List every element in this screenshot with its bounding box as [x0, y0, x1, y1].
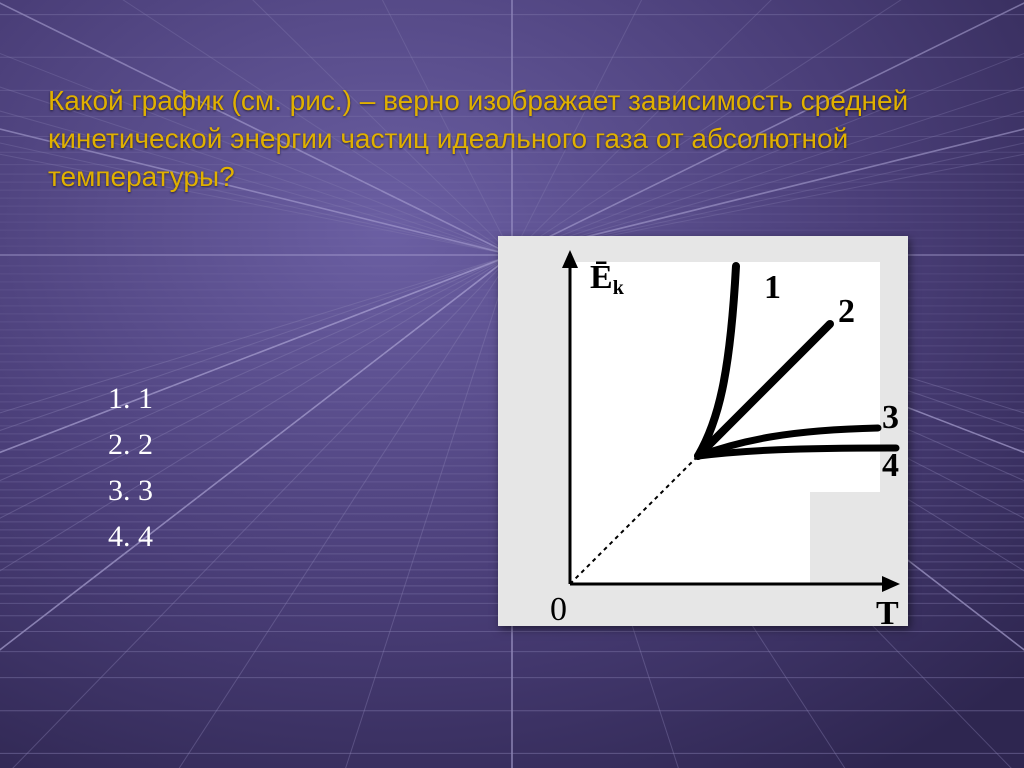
- answer-option-4: 4. 4: [108, 516, 153, 558]
- answer-option-3: 3. 3: [108, 470, 153, 512]
- answer-list: 1. 1 2. 2 3. 3 4. 4: [108, 378, 153, 562]
- chart-panel: 1234ĒkT0: [498, 236, 908, 626]
- question-text: Какой график (см. рис.) – верно изобража…: [48, 82, 976, 195]
- answer-option-1: 1. 1: [108, 378, 153, 420]
- svg-text:0: 0: [550, 591, 567, 626]
- svg-text:4: 4: [882, 447, 899, 484]
- svg-text:2: 2: [838, 293, 855, 330]
- chart-svg: 1234ĒkT0: [498, 236, 908, 626]
- svg-text:T: T: [876, 595, 899, 626]
- answer-option-2: 2. 2: [108, 424, 153, 466]
- svg-text:1: 1: [764, 269, 781, 306]
- svg-text:3: 3: [882, 399, 899, 436]
